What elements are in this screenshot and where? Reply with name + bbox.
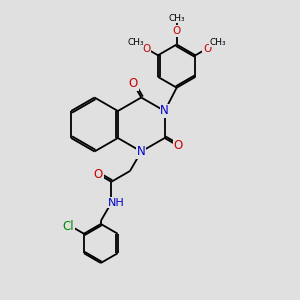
Text: N: N: [137, 145, 146, 158]
Text: CH₃: CH₃: [127, 38, 144, 47]
Text: O: O: [203, 44, 211, 53]
Text: O: O: [94, 168, 103, 181]
Text: Cl: Cl: [63, 220, 74, 233]
Text: O: O: [129, 77, 138, 91]
Text: NH: NH: [107, 198, 124, 208]
Text: O: O: [142, 44, 150, 53]
Text: O: O: [173, 139, 183, 152]
Text: CH₃: CH₃: [168, 14, 185, 23]
Text: O: O: [172, 26, 181, 36]
Text: CH₃: CH₃: [210, 38, 226, 47]
Text: N: N: [160, 104, 169, 118]
